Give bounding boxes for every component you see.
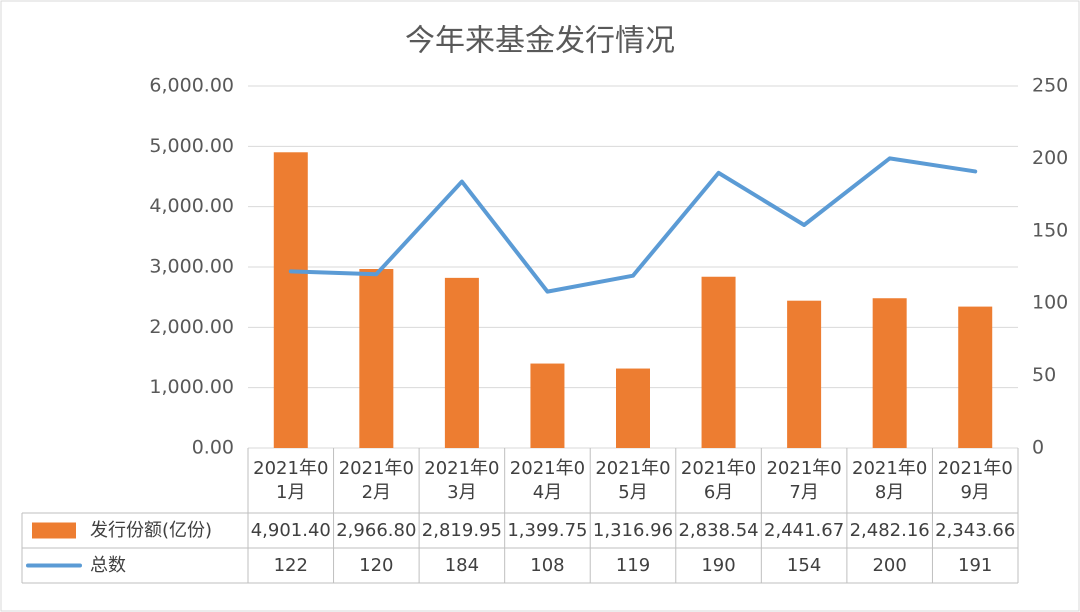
- table-value: 190: [701, 554, 736, 576]
- table-value: 2,966.80: [336, 519, 417, 541]
- legend-swatch: [32, 522, 76, 539]
- table-value: 154: [786, 554, 822, 576]
- bar: [444, 277, 479, 448]
- y-tick-label: 5,000.00: [149, 135, 234, 157]
- table-value: 108: [530, 554, 565, 576]
- y2-tick-label: 0: [1032, 437, 1044, 459]
- x-tick-label: 2021年09月: [937, 457, 1013, 503]
- bar: [616, 368, 650, 448]
- y-tick-label: 4,000.00: [149, 195, 234, 217]
- table-value: 119: [615, 554, 651, 576]
- table-value: 2,482.16: [849, 519, 930, 541]
- table-value: 122: [273, 554, 308, 576]
- table-value: 2,838.54: [678, 519, 759, 541]
- table-value: 1,399.75: [507, 519, 588, 541]
- x-tick-label: 2021年02月: [338, 457, 414, 503]
- bar: [359, 269, 394, 448]
- y-tick-label: 6,000.00: [149, 75, 234, 97]
- table-value: 191: [958, 554, 993, 576]
- table-value: 184: [444, 554, 480, 576]
- y-tick-label: 3,000.00: [149, 256, 234, 278]
- bar: [530, 363, 565, 448]
- bar: [701, 276, 736, 448]
- table-value: 4,901.40: [250, 519, 331, 541]
- bar: [872, 298, 907, 448]
- legend-label: 发行份额(亿份): [90, 519, 213, 541]
- x-tick-label: 2021年07月: [766, 457, 842, 503]
- chart-title: 今年来基金发行情况: [405, 24, 675, 59]
- y2-tick-label: 50: [1032, 364, 1056, 386]
- bar: [958, 306, 993, 448]
- legend-label: 总数: [90, 554, 126, 576]
- y-tick-label: 1,000.00: [149, 376, 234, 398]
- y-tick-label: 2,000.00: [149, 316, 234, 338]
- y2-tick-label: 150: [1032, 219, 1068, 241]
- x-tick-label: 2021年01月: [253, 457, 329, 503]
- y-tick-label: 0.00: [192, 437, 234, 459]
- table-value: 200: [872, 554, 907, 576]
- table-value: 120: [359, 554, 394, 576]
- x-tick-label: 2021年08月: [852, 457, 928, 503]
- bar: [787, 300, 822, 448]
- x-tick-label: 2021年03月: [424, 457, 500, 503]
- y2-tick-label: 250: [1032, 75, 1068, 97]
- table-value: 2,819.95: [421, 519, 502, 541]
- table-value: 2,343.66: [935, 519, 1016, 541]
- x-tick-label: 2021年05月: [595, 457, 671, 503]
- line: [288, 156, 978, 294]
- bar: [273, 152, 308, 448]
- table-value: 2,441.67: [764, 519, 845, 541]
- y2-tick-label: 200: [1032, 147, 1068, 169]
- x-tick-label: 2021年06月: [680, 457, 757, 503]
- table-value: 1,316.96: [592, 519, 674, 541]
- y2-tick-label: 100: [1032, 292, 1068, 314]
- x-tick-label: 2021年04月: [509, 457, 586, 503]
